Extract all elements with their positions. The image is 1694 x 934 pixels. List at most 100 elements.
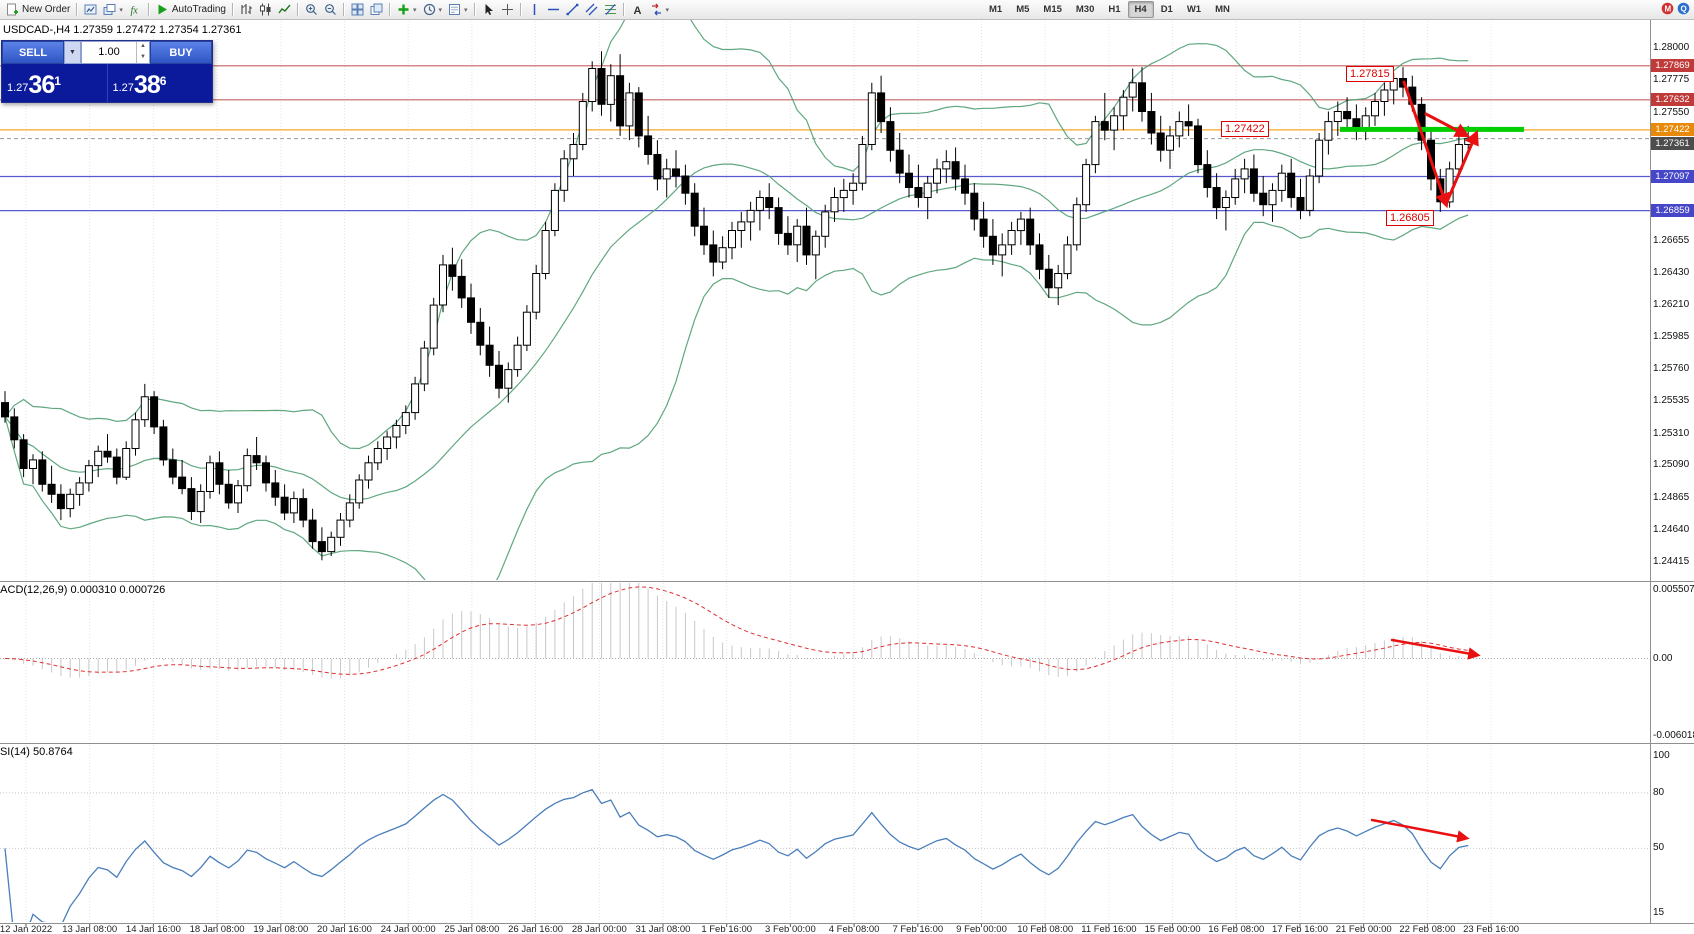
buy-price-big: 38 <box>133 71 161 99</box>
zoom-in-icon <box>305 3 318 16</box>
toolbar-separator <box>147 3 150 16</box>
equidistant-channel-icon <box>585 3 598 16</box>
bollinger-bands <box>4 18 1469 580</box>
volume-stepper[interactable]: ▲ ▼ <box>136 42 149 63</box>
arrows-tool-button[interactable]: ▾ <box>647 1 673 18</box>
equidistant-channel-button[interactable] <box>582 1 601 18</box>
tile-windows-icon <box>351 3 364 16</box>
horizontal-line-button[interactable] <box>544 1 563 18</box>
indicators-window-icon: fx <box>129 3 142 17</box>
fibonacci-icon <box>604 3 617 16</box>
timeframe-h1-button[interactable]: H1 <box>1108 4 1121 15</box>
templates-button[interactable]: ▾ <box>445 1 471 18</box>
toolbar: New Order ▾ fx AutoTrading ▾ ▾ ▾ A ▾ M1 M5 M15 M30 H… <box>0 0 1694 20</box>
community-button[interactable]: M <box>1661 2 1674 20</box>
timeframe-m1-button[interactable]: M1 <box>989 4 1003 15</box>
chevron-down-icon: ▾ <box>119 6 123 14</box>
profiles-icon <box>103 3 116 16</box>
buy-price[interactable]: 1.27 38 6 <box>106 64 213 102</box>
text-label-button[interactable]: A <box>628 1 647 18</box>
svg-text:A: A <box>633 5 641 16</box>
one-click-trading-panel: SELL ▼ 1.00 ▲ ▼ BUY 1.27 36 1 1.27 38 6 <box>1 40 213 103</box>
autotrading-button[interactable]: AutoTrading <box>153 1 229 18</box>
line-chart-type-icon <box>278 3 291 16</box>
tile-windows-button[interactable] <box>348 1 367 18</box>
macd-indicator <box>0 583 1650 679</box>
toolbar-separator <box>296 3 299 16</box>
line-chart-type-button[interactable] <box>275 1 294 18</box>
rsi-label: RSI(14) 50.8764 <box>0 746 73 758</box>
add-indicator-button[interactable]: ▾ <box>394 1 420 18</box>
sell-price-big: 36 <box>28 71 55 99</box>
chevron-down-icon: ▾ <box>464 6 468 14</box>
profiles-button[interactable]: ▾ <box>100 1 126 18</box>
price-scale[interactable] <box>1650 19 1694 923</box>
timeframe-m30-button[interactable]: M30 <box>1075 4 1095 15</box>
sell-button[interactable]: SELL <box>2 41 64 64</box>
new-order-button[interactable]: New Order <box>3 1 73 18</box>
cursor-icon <box>482 3 495 16</box>
timeframe-w1-button[interactable]: W1 <box>1186 4 1202 15</box>
timeframe-mn-button[interactable]: MN <box>1215 4 1230 15</box>
cursor-button[interactable] <box>479 1 498 18</box>
vertical-grid <box>25 18 1492 927</box>
new-order-icon <box>6 3 19 16</box>
svg-text:M: M <box>1665 5 1672 14</box>
candlestick-chart-type-button[interactable] <box>256 1 275 18</box>
metaquotes-button[interactable]: Q <box>1677 2 1690 20</box>
templates-icon <box>448 3 461 16</box>
macd-arrow <box>1390 638 1481 660</box>
chevron-down-icon: ▾ <box>665 6 670 14</box>
trendline-icon <box>566 3 579 16</box>
bar-chart-type-button[interactable] <box>237 1 256 18</box>
annotation-arrows <box>1402 80 1479 209</box>
volume-value: 1.00 <box>98 46 120 58</box>
panel-separators <box>0 19 1694 924</box>
timeframe-h4-button[interactable]: H4 <box>1127 1 1154 18</box>
volume-input[interactable]: 1.00 ▲ ▼ <box>81 41 150 64</box>
volume-down-icon[interactable]: ▼ <box>140 53 146 60</box>
fibonacci-button[interactable] <box>601 1 620 18</box>
vertical-line-icon <box>528 3 541 16</box>
candlestick-chart-type-icon <box>259 3 272 16</box>
buy-price-sup: 6 <box>159 74 167 88</box>
autotrading-icon <box>156 3 169 16</box>
chevron-down-icon: ▾ <box>412 6 417 14</box>
svg-text:Q: Q <box>1681 5 1687 14</box>
volume-up-icon[interactable]: ▲ <box>140 43 146 49</box>
green-level-bar <box>1340 126 1524 132</box>
cascade-windows-button[interactable] <box>367 1 386 18</box>
buy-button[interactable]: BUY <box>150 41 212 64</box>
zoom-out-icon <box>324 3 337 16</box>
periods-button[interactable]: ▾ <box>420 1 446 18</box>
chart-title: USDCAD-,H4 1.27359 1.27472 1.27354 1.273… <box>3 24 242 36</box>
zoom-in-button[interactable] <box>302 1 321 18</box>
time-scale[interactable] <box>0 923 1650 934</box>
arrows-tool-icon <box>650 3 663 16</box>
timeframe-d1-button[interactable]: D1 <box>1160 4 1173 15</box>
vertical-line-button[interactable] <box>525 1 544 18</box>
timeframe-m5-button[interactable]: M5 <box>1016 4 1030 15</box>
add-indicator-icon <box>397 3 410 16</box>
trendline-button[interactable] <box>563 1 582 18</box>
order-type-dropdown[interactable]: ▼ <box>64 41 81 64</box>
charts-window-button[interactable] <box>81 1 100 18</box>
toolbar-separator <box>231 3 234 16</box>
buy-price-prefix: 1.27 <box>112 82 134 94</box>
timeframe-group: M1 M5 M15 M30 H1 H4 D1 W1 MN <box>982 1 1237 18</box>
toolbar-separator <box>76 3 79 16</box>
indicators-window-button[interactable]: fx <box>126 1 145 18</box>
crosshair-button[interactable] <box>498 1 517 18</box>
toolbar-separator <box>342 3 345 16</box>
toolbar-separator <box>519 3 522 16</box>
sell-price[interactable]: 1.27 36 1 <box>2 64 107 102</box>
timeframe-m15-button[interactable]: M15 <box>1043 4 1062 15</box>
zoom-out-button[interactable] <box>321 1 340 18</box>
toolbar-separator <box>473 3 476 16</box>
rsi-indicator <box>0 788 1650 922</box>
chevron-down-icon: ▾ <box>438 6 443 14</box>
charts-window-icon <box>84 3 97 16</box>
cascade-windows-icon <box>370 3 383 16</box>
